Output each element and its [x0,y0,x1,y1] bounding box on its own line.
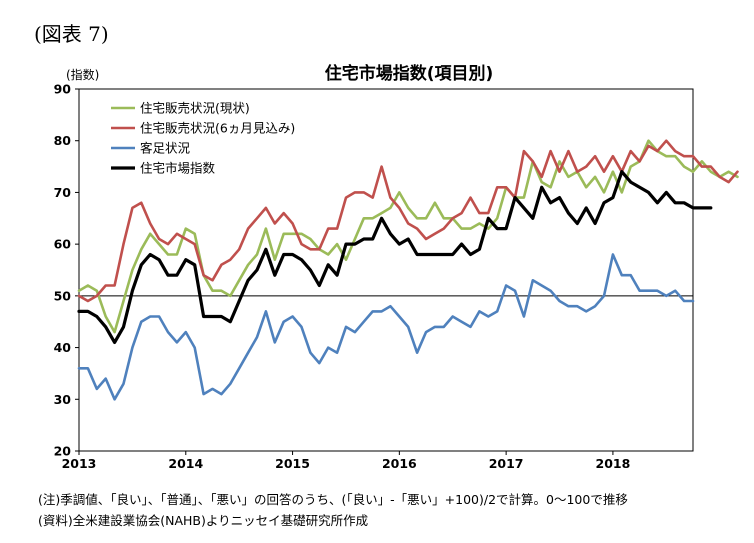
y-tick-label: 40 [54,340,72,355]
x-tick-label: 2016 [382,456,417,471]
series-group [77,139,739,401]
y-tick-label: 70 [54,185,72,200]
y-tick-label: 20 [54,444,72,459]
source-text: (資料)全米建設業協会(NAHB)よりニッセイ基礎研究所作成 [38,513,369,528]
series-line-index [77,170,713,344]
series-line-expected_sales [77,139,739,303]
x-tick-label: 2017 [489,456,524,471]
series-line-traffic [77,253,695,401]
y-tick-label: 80 [54,133,72,148]
legend-label-traffic: 客足状況 [140,141,191,156]
figure-label: (図表 7) [34,22,109,46]
notes: (注)季調値、「良い」、「普通」、「悪い」の回答のうち、(「良い」-「悪い」+1… [38,489,628,531]
y-tick-label: 30 [54,392,72,407]
legend-label-current_sales: 住宅販売状況(現状) [140,101,250,116]
chart-title: 住宅市場指数(項目別) [325,63,494,84]
plot-frame [78,88,694,452]
series-line-current_sales [77,139,739,334]
x-tick-label: 2015 [275,456,310,471]
note-text: (注)季調値、「良い」、「普通」、「悪い」の回答のうち、(「良い」-「悪い」+1… [38,492,628,507]
y-tick-label: 50 [54,288,72,303]
y-axis: 20 30 40 50 60 70 80 90 [54,82,79,459]
legend-label-expected_sales: 住宅販売状況(6ヵ月見込み) [140,121,295,136]
x-tick-label: 2013 [62,456,97,471]
y-tick-label: 90 [54,82,72,97]
x-tick-label: 2014 [168,456,203,471]
y-tick-label: 60 [54,237,72,252]
y-axis-label: (指数) [66,67,99,82]
x-axis: 2013 2014 2015 2016 2017 2018 [62,451,631,471]
legend-label-index: 住宅市場指数 [140,161,216,176]
x-tick-label: 2018 [596,456,631,471]
plot-border [78,88,694,452]
